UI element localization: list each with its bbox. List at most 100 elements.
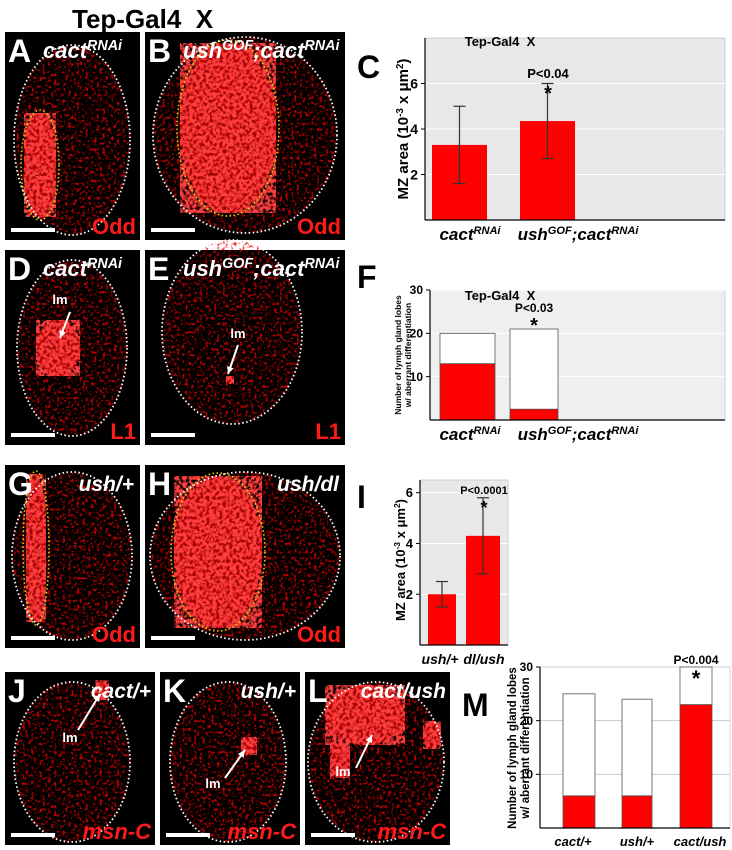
text-part: x μm xyxy=(395,69,412,108)
stain-label: Odd xyxy=(92,622,136,647)
text-part: cact xyxy=(439,425,474,444)
tissue-speckle xyxy=(14,682,130,842)
bar-segment xyxy=(509,408,559,421)
genotype-label: ush/+ xyxy=(79,473,134,496)
annotation: P<0.04 xyxy=(527,66,569,81)
text-part: dl/ush xyxy=(463,651,504,667)
stained-speckle xyxy=(24,113,56,217)
arrow-head xyxy=(93,694,100,702)
arrow-head xyxy=(227,366,234,374)
text-part: cact/+ xyxy=(554,834,592,849)
annotation: P<0.004 xyxy=(673,653,718,667)
x-tick-label: ushGOF;cactRNAi xyxy=(518,225,640,244)
text-part: ;cact xyxy=(253,256,306,281)
text-part: ) xyxy=(393,499,408,503)
zone-outline xyxy=(176,39,280,217)
text-part: ;cact xyxy=(253,38,306,63)
arrow-head xyxy=(365,735,372,743)
tissue-outline xyxy=(152,36,338,234)
y-tick-label: 10 xyxy=(410,370,424,384)
annotation: P<0.0001 xyxy=(460,485,507,497)
x-tick-label: cact/ush xyxy=(674,834,727,849)
genotype-label: ush/dl xyxy=(277,473,340,496)
genotype-label: cact/+ xyxy=(91,680,151,703)
panel-letter: G xyxy=(8,466,33,502)
superscript: RNAi xyxy=(87,256,123,272)
y-tick-label: 4 xyxy=(410,121,418,137)
y-axis-label: Number of lymph gland lobes xyxy=(507,667,519,829)
y-tick-label: 6 xyxy=(410,75,418,91)
text-part: w/ aberrant differentiation xyxy=(520,677,532,819)
y-tick-label: 30 xyxy=(410,283,424,297)
text-part: ;cact xyxy=(572,225,613,244)
panel-letter: A xyxy=(8,33,31,69)
text-part: w/ aberrant differentiation xyxy=(403,303,413,408)
genotype-label: cactRNAi xyxy=(43,38,123,63)
tissue-outline xyxy=(307,681,445,843)
y-tick-label: 4 xyxy=(406,536,414,551)
annotation: * xyxy=(480,498,487,518)
superscript: GOF xyxy=(548,425,572,437)
superscript: RNAi xyxy=(611,225,639,237)
zone-outline xyxy=(170,472,266,632)
bar-segment xyxy=(439,363,496,421)
stain-label: msn-C xyxy=(228,819,298,844)
chart: F Tep-Gal4 X 10 20 30 Number of lymph gland l… xyxy=(357,259,726,444)
text-part: ush/+ xyxy=(241,680,296,703)
superscript: -3 xyxy=(395,108,406,117)
x-tick-label: ushGOF;cactRNAi xyxy=(518,425,640,444)
stained-speckle xyxy=(36,320,80,376)
chart-title: Tep-Gal4 X xyxy=(465,34,536,49)
arrow-head xyxy=(237,750,245,758)
tissue-outline xyxy=(169,681,287,843)
y-tick-label: 2 xyxy=(406,587,413,602)
panel-letter: L xyxy=(308,673,328,709)
y-tick-label: 10 xyxy=(520,768,534,782)
y-axis-label: MZ area (10-3 x μm2) xyxy=(395,59,413,200)
text-part: MZ area (10 xyxy=(393,549,408,621)
panel-letter: E xyxy=(148,251,169,287)
text-part: cact/+ xyxy=(91,680,151,703)
text-part: ) xyxy=(395,59,412,64)
x-tick-label: dl/ush xyxy=(463,651,504,667)
figure-title: Tep-Gal4 X xyxy=(72,4,214,34)
text-part: ush xyxy=(518,225,548,244)
annotation: * xyxy=(692,666,701,691)
superscript: RNAi xyxy=(474,225,502,237)
arrow-label: lm xyxy=(62,730,77,745)
panel-letter: M xyxy=(462,687,489,723)
bar-segment xyxy=(562,693,596,797)
stain-label: msn-C xyxy=(378,819,448,844)
superscript: GOF xyxy=(222,38,254,54)
x-tick-label: cact/+ xyxy=(554,834,592,849)
text-part: cact xyxy=(43,38,89,63)
stain-label: Odd xyxy=(297,214,341,239)
panel-letter: D xyxy=(8,251,31,287)
y-tick-label: 20 xyxy=(520,714,534,728)
stain-label: Odd xyxy=(297,622,341,647)
tissue-outline xyxy=(16,259,128,437)
superscript: 2 xyxy=(392,503,402,508)
panel-letter: I xyxy=(357,479,366,515)
panel-letter: C xyxy=(357,49,380,85)
bar-segment xyxy=(679,704,713,829)
superscript: RNAi xyxy=(87,38,123,54)
stained-speckle xyxy=(26,474,46,622)
y-tick-label: 20 xyxy=(410,327,424,341)
stain-label: L1 xyxy=(315,419,341,444)
superscript: GOF xyxy=(548,225,572,237)
zone-outline xyxy=(20,109,60,221)
bar-segment xyxy=(439,332,496,365)
superscript: RNAi xyxy=(611,425,639,437)
text-part: cact xyxy=(439,225,474,244)
text-part: ush/+ xyxy=(79,473,134,496)
